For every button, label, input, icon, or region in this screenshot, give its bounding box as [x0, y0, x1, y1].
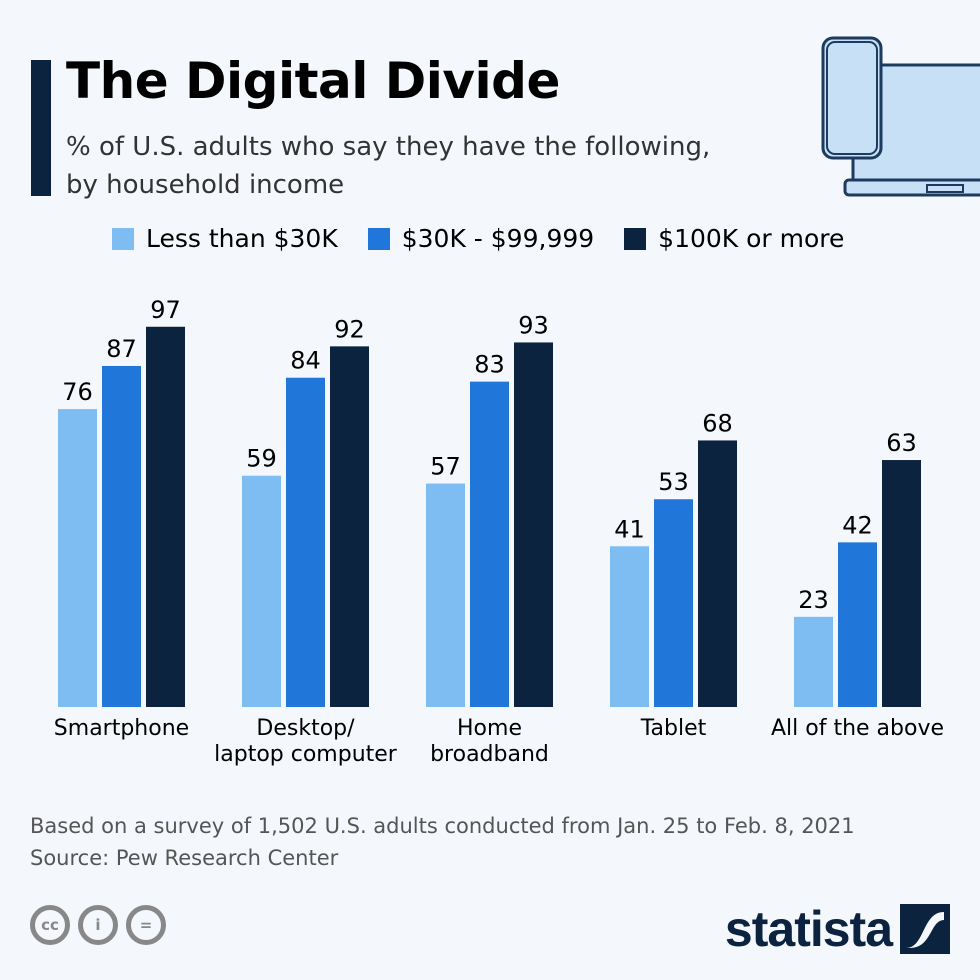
smartphone-icon	[821, 36, 883, 160]
bar	[102, 365, 141, 707]
category-label: Home	[457, 716, 522, 741]
data-label: 63	[886, 429, 917, 457]
bar	[470, 381, 509, 707]
data-label: 68	[702, 409, 733, 437]
no-derivatives-icon: =	[126, 905, 166, 945]
data-label: 93	[518, 311, 549, 339]
data-label: 53	[658, 468, 689, 496]
category-label: broadband	[430, 742, 549, 767]
data-label: 83	[474, 351, 505, 379]
data-label: 92	[334, 315, 365, 343]
bar	[654, 499, 693, 707]
legend-item-low: Less than $30K	[112, 224, 338, 253]
legend-item-high: $100K or more	[624, 224, 844, 253]
legend-item-mid: $30K - $99,999	[367, 224, 594, 253]
page-title: The Digital Divide	[66, 52, 560, 110]
devices-illustration	[821, 36, 980, 197]
bar	[794, 616, 833, 707]
bar	[838, 542, 877, 707]
category-label: laptop computer	[214, 742, 398, 767]
category-label: Desktop/	[256, 716, 355, 741]
bar	[146, 326, 185, 707]
survey-note: Based on a survey of 1,502 U.S. adults c…	[30, 814, 855, 838]
bar	[882, 460, 921, 707]
legend: Less than $30K $30K - $99,999 $100K or m…	[112, 224, 844, 253]
title-accent	[31, 60, 51, 196]
bar	[610, 546, 649, 707]
category-label: All of the above	[771, 716, 944, 741]
bar	[330, 346, 369, 707]
bar	[58, 409, 97, 707]
cc-icon: cc	[30, 905, 70, 945]
bar	[514, 342, 553, 707]
subtitle-line-2: by household income	[66, 170, 345, 200]
bar	[286, 377, 325, 707]
data-label: 23	[798, 586, 829, 614]
attribution-icon: i	[78, 905, 118, 945]
bar	[698, 440, 737, 707]
statista-logo: statista	[725, 900, 950, 958]
data-label: 57	[430, 453, 461, 481]
bar	[426, 483, 465, 707]
data-label: 76	[62, 378, 93, 406]
subtitle: % of U.S. adults who say they have the f…	[66, 128, 710, 204]
data-label: 41	[614, 515, 645, 543]
data-label: 84	[290, 347, 321, 375]
data-label: 87	[106, 335, 137, 363]
bar	[242, 475, 281, 707]
data-label: 97	[150, 296, 181, 324]
statista-mark-icon	[900, 904, 950, 954]
license-icons: cc i =	[30, 905, 166, 945]
data-label: 42	[842, 511, 873, 539]
data-label: 59	[246, 445, 277, 473]
category-label: Tablet	[640, 716, 707, 741]
category-label: Smartphone	[54, 716, 189, 741]
subtitle-line-1: % of U.S. adults who say they have the f…	[66, 132, 711, 162]
source: Source: Pew Research Center	[30, 846, 339, 870]
